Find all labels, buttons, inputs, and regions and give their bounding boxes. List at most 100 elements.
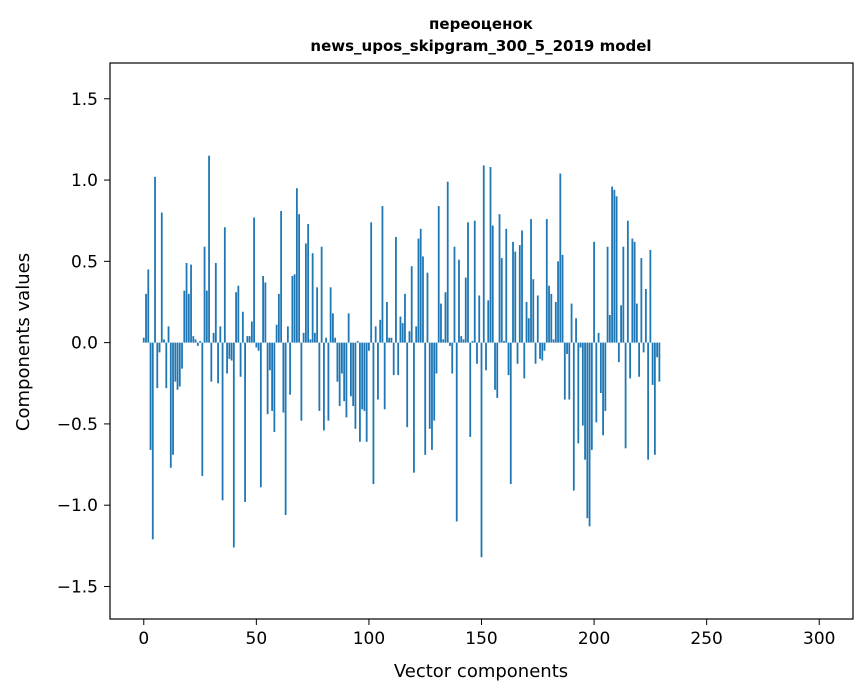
bar (541, 342, 544, 361)
bar (523, 342, 526, 379)
bar (266, 342, 269, 415)
bar (352, 342, 355, 407)
bar (347, 313, 350, 343)
bar (595, 342, 598, 423)
bar (298, 214, 301, 343)
bar (514, 251, 517, 343)
bar (577, 342, 580, 444)
bar (221, 342, 224, 501)
x-axis-label: Vector components (394, 661, 568, 682)
bar (219, 326, 222, 343)
x-tick-label: 250 (690, 629, 722, 649)
bar (482, 165, 485, 343)
y-tick-label: 1.5 (71, 90, 98, 110)
bar (404, 293, 406, 343)
bar (550, 293, 553, 343)
bar (370, 222, 373, 343)
bar (253, 217, 255, 343)
bar (365, 342, 368, 442)
bar (262, 275, 265, 343)
bar (392, 342, 395, 376)
bar (336, 342, 339, 382)
bar (354, 342, 357, 429)
bar (176, 342, 179, 390)
bar (223, 227, 226, 343)
bar (444, 292, 447, 343)
bar (190, 264, 192, 343)
x-tick-label: 200 (578, 629, 610, 649)
bar (343, 342, 346, 402)
bar (426, 272, 429, 343)
bar (284, 342, 287, 515)
bar (500, 258, 503, 343)
bar (622, 246, 625, 343)
bar (399, 316, 402, 343)
bar (271, 342, 274, 411)
bar (192, 336, 195, 343)
bar (320, 246, 323, 343)
bar (599, 342, 602, 394)
bar (496, 342, 499, 398)
bar (584, 342, 586, 460)
bar (489, 167, 492, 343)
bar (359, 342, 361, 442)
bar (201, 342, 204, 476)
bar (163, 339, 165, 343)
bar (286, 326, 289, 343)
bar (624, 342, 627, 449)
bar (428, 342, 431, 429)
bar (302, 332, 305, 343)
bar (485, 342, 487, 371)
bar (327, 342, 330, 421)
bar (259, 342, 262, 488)
bar (160, 212, 163, 343)
bar (154, 176, 156, 343)
bar (145, 293, 147, 343)
bar (642, 342, 645, 353)
bar (471, 341, 474, 343)
bar (604, 342, 607, 411)
chart-title-line1: переоценок (429, 15, 533, 33)
x-tick-label: 0 (138, 629, 149, 649)
bar (383, 342, 386, 410)
bar (512, 241, 514, 343)
bar (431, 342, 433, 450)
bar (602, 342, 604, 436)
bar (570, 303, 573, 343)
bar (557, 261, 559, 343)
bar (377, 342, 379, 400)
bar (151, 342, 154, 540)
bar (620, 305, 622, 343)
bar (325, 337, 328, 343)
bar (232, 342, 235, 548)
bar (341, 342, 343, 374)
bar (246, 336, 249, 343)
bar (390, 337, 393, 343)
y-tick-label: 0.0 (71, 334, 98, 354)
bar (381, 206, 384, 343)
bar (568, 342, 571, 400)
bar (289, 342, 292, 395)
bar (462, 339, 465, 343)
bar (521, 230, 523, 343)
bar (566, 342, 568, 355)
bar (606, 246, 609, 343)
bar (460, 336, 463, 343)
bar (313, 332, 316, 343)
bar (615, 196, 618, 343)
bar (282, 342, 285, 413)
bar (534, 342, 537, 364)
bar (611, 186, 613, 343)
bar (214, 262, 217, 343)
bar (280, 210, 283, 343)
bar (228, 342, 231, 359)
bar (469, 342, 472, 437)
bar (300, 342, 303, 421)
bar (653, 342, 656, 455)
bar (167, 326, 170, 343)
bar (647, 342, 650, 460)
bar (586, 342, 589, 519)
bar (638, 342, 641, 377)
y-tick-label: −1.0 (57, 496, 98, 516)
